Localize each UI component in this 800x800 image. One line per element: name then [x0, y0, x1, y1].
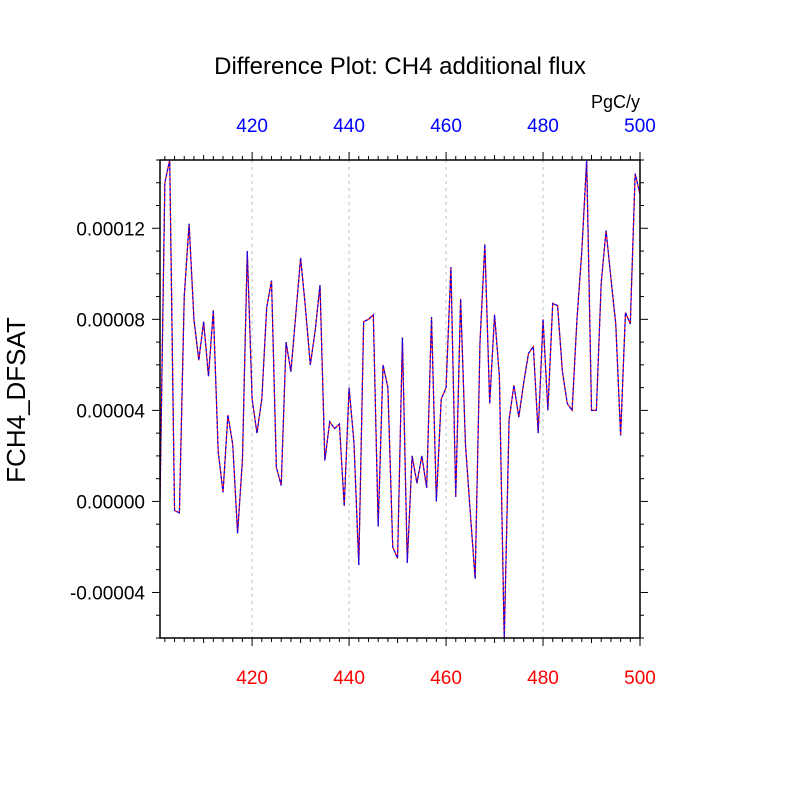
y-tick-label: 0.00008	[76, 310, 145, 331]
plot-frame	[159, 159, 641, 639]
x-tick-label-bottom: 440	[333, 668, 365, 689]
x-tick-label-bottom: 420	[236, 668, 268, 689]
y-tick-label: 0.00012	[76, 219, 145, 240]
x-tick-label-top: 480	[527, 116, 559, 137]
y-tick-label: -0.00004	[70, 583, 145, 604]
y-tick-label: 0.00004	[76, 401, 145, 422]
x-tick-label-top: 460	[430, 116, 462, 137]
y-axis-label: FCH4_DFSAT	[1, 317, 31, 483]
chart-title: Difference Plot: CH4 additional flux	[214, 53, 586, 80]
x-tick-label-top: 500	[624, 116, 656, 137]
tick-labels: -0.00004 0.00000 0.00004 0.00008 0.00012 420 4…	[70, 116, 656, 689]
x-tick-label-bottom: 480	[527, 668, 559, 689]
x-tick-label-bottom: 460	[430, 668, 462, 689]
x-tick-label-bottom: 500	[624, 668, 656, 689]
x-tick-label-top: 440	[333, 116, 365, 137]
y-tick-label: 0.00000	[76, 492, 145, 513]
series-layer	[160, 160, 640, 638]
units-label: PgC/y	[591, 92, 640, 112]
series-line-blue	[160, 160, 640, 638]
x-tick-label-top: 420	[236, 116, 268, 137]
